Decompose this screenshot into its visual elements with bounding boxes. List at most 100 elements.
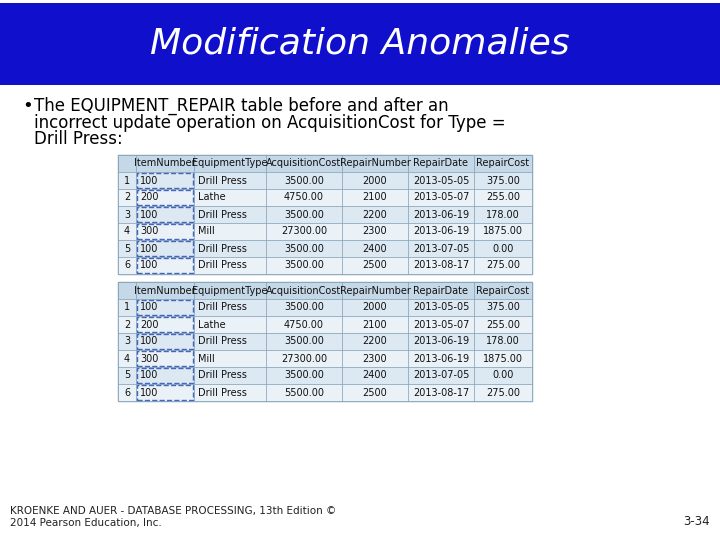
Text: Drill Press: Drill Press (198, 388, 247, 397)
FancyBboxPatch shape (194, 189, 266, 206)
Text: 3500.00: 3500.00 (284, 260, 324, 271)
Text: 4750.00: 4750.00 (284, 320, 324, 329)
FancyBboxPatch shape (342, 223, 408, 240)
FancyBboxPatch shape (194, 282, 266, 299)
FancyBboxPatch shape (342, 367, 408, 384)
Text: 100: 100 (140, 176, 158, 186)
Text: 2013-06-19: 2013-06-19 (413, 336, 469, 347)
FancyBboxPatch shape (408, 257, 474, 274)
FancyBboxPatch shape (408, 240, 474, 257)
Text: 2100: 2100 (363, 192, 387, 202)
Text: 2300: 2300 (363, 354, 387, 363)
FancyBboxPatch shape (266, 299, 342, 316)
FancyBboxPatch shape (342, 282, 408, 299)
FancyBboxPatch shape (136, 350, 194, 367)
FancyBboxPatch shape (118, 316, 136, 333)
Text: 3500.00: 3500.00 (284, 176, 324, 186)
FancyBboxPatch shape (136, 240, 194, 257)
Text: 2013-08-17: 2013-08-17 (413, 260, 469, 271)
Text: 3500.00: 3500.00 (284, 336, 324, 347)
Text: 275.00: 275.00 (486, 388, 520, 397)
FancyBboxPatch shape (0, 3, 720, 85)
FancyBboxPatch shape (266, 316, 342, 333)
FancyBboxPatch shape (474, 257, 532, 274)
FancyBboxPatch shape (408, 155, 474, 172)
Text: 200: 200 (140, 320, 158, 329)
Text: Drill Press: Drill Press (198, 302, 247, 313)
Text: 3: 3 (124, 336, 130, 347)
Text: Drill Press: Drill Press (198, 336, 247, 347)
Text: 2000: 2000 (363, 176, 387, 186)
Text: 2200: 2200 (363, 210, 387, 219)
FancyBboxPatch shape (194, 206, 266, 223)
FancyBboxPatch shape (408, 350, 474, 367)
FancyBboxPatch shape (118, 257, 136, 274)
FancyBboxPatch shape (474, 172, 532, 189)
Text: 255.00: 255.00 (486, 192, 520, 202)
Text: 2: 2 (124, 320, 130, 329)
FancyBboxPatch shape (136, 333, 194, 350)
Text: Drill Press: Drill Press (198, 370, 247, 381)
FancyBboxPatch shape (136, 316, 194, 333)
FancyBboxPatch shape (118, 206, 136, 223)
FancyBboxPatch shape (266, 189, 342, 206)
FancyBboxPatch shape (474, 282, 532, 299)
Text: RepairCost: RepairCost (477, 159, 530, 168)
FancyBboxPatch shape (474, 206, 532, 223)
FancyBboxPatch shape (408, 282, 474, 299)
Text: 200: 200 (140, 192, 158, 202)
Text: 2300: 2300 (363, 226, 387, 237)
FancyBboxPatch shape (118, 189, 136, 206)
FancyBboxPatch shape (474, 155, 532, 172)
FancyBboxPatch shape (408, 189, 474, 206)
Text: 5: 5 (124, 244, 130, 253)
Text: 2100: 2100 (363, 320, 387, 329)
FancyBboxPatch shape (194, 240, 266, 257)
FancyBboxPatch shape (408, 316, 474, 333)
Text: 375.00: 375.00 (486, 176, 520, 186)
Text: 255.00: 255.00 (486, 320, 520, 329)
Text: 100: 100 (140, 244, 158, 253)
FancyBboxPatch shape (408, 384, 474, 401)
FancyBboxPatch shape (136, 257, 194, 274)
Text: 300: 300 (140, 354, 158, 363)
Text: 1875.00: 1875.00 (483, 354, 523, 363)
Text: Drill Press: Drill Press (198, 176, 247, 186)
Text: 1: 1 (124, 302, 130, 313)
FancyBboxPatch shape (118, 155, 136, 172)
FancyBboxPatch shape (266, 384, 342, 401)
FancyBboxPatch shape (118, 223, 136, 240)
Text: Drill Press: Drill Press (198, 210, 247, 219)
Text: 27300.00: 27300.00 (281, 226, 327, 237)
Text: Lathe: Lathe (198, 192, 225, 202)
FancyBboxPatch shape (136, 172, 194, 189)
Text: 2013-06-19: 2013-06-19 (413, 354, 469, 363)
FancyBboxPatch shape (118, 384, 136, 401)
FancyBboxPatch shape (194, 350, 266, 367)
Text: RepairCost: RepairCost (477, 286, 530, 295)
FancyBboxPatch shape (266, 367, 342, 384)
FancyBboxPatch shape (136, 384, 194, 401)
FancyBboxPatch shape (266, 257, 342, 274)
FancyBboxPatch shape (118, 333, 136, 350)
FancyBboxPatch shape (474, 367, 532, 384)
FancyBboxPatch shape (408, 206, 474, 223)
FancyBboxPatch shape (118, 299, 136, 316)
FancyBboxPatch shape (266, 206, 342, 223)
FancyBboxPatch shape (474, 316, 532, 333)
FancyBboxPatch shape (266, 223, 342, 240)
Text: 1: 1 (124, 176, 130, 186)
Text: 2013-08-17: 2013-08-17 (413, 388, 469, 397)
Text: Modification Anomalies: Modification Anomalies (150, 27, 570, 61)
FancyBboxPatch shape (474, 223, 532, 240)
Text: ItemNumber: ItemNumber (134, 159, 196, 168)
FancyBboxPatch shape (474, 189, 532, 206)
Text: 2500: 2500 (363, 388, 387, 397)
FancyBboxPatch shape (408, 367, 474, 384)
FancyBboxPatch shape (118, 367, 136, 384)
Text: 375.00: 375.00 (486, 302, 520, 313)
FancyBboxPatch shape (342, 240, 408, 257)
FancyBboxPatch shape (342, 206, 408, 223)
Text: RepairNumber: RepairNumber (340, 286, 410, 295)
Text: 6: 6 (124, 388, 130, 397)
